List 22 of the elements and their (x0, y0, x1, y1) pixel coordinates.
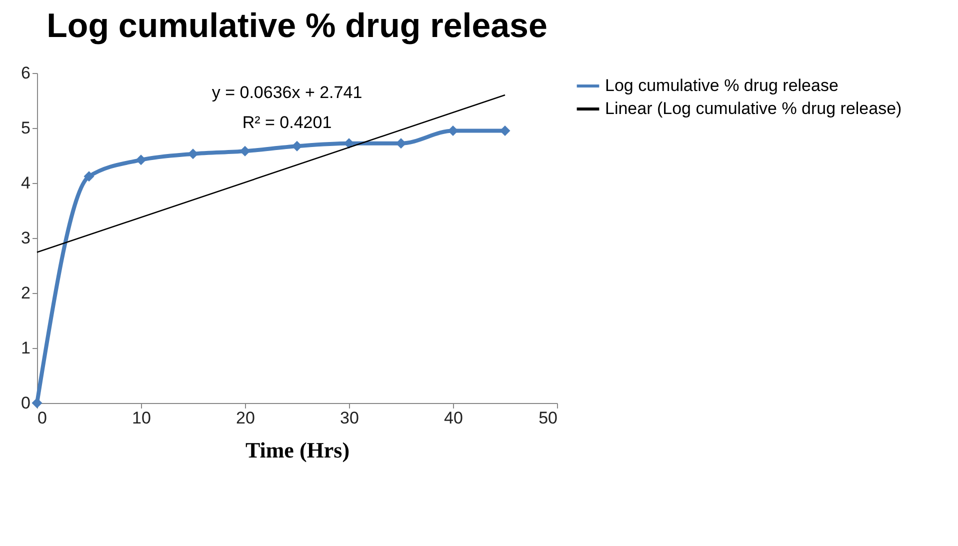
x-tick-label: 40 (444, 408, 463, 428)
y-tick-label: 1 (21, 338, 30, 358)
annotation: y = 0.0636x + 2.741 (212, 83, 362, 102)
chart-title: Log cumulative % drug release (46, 7, 548, 45)
legend-label: Linear (Log cumulative % drug release) (605, 99, 902, 118)
x-tick-label: 30 (340, 408, 359, 428)
y-tick-label: 2 (21, 284, 30, 302)
point (32, 398, 42, 408)
x-tick-label: 50 (538, 408, 558, 428)
y-tick-label: 3 (21, 228, 30, 248)
y-tick-label: 6 (21, 64, 30, 82)
y-tick-label: 4 (21, 174, 30, 192)
y-tick-label: 0 (21, 394, 30, 412)
point (84, 171, 94, 182)
x-tick-label: 0 (38, 408, 47, 428)
x-tick-label: 20 (236, 408, 255, 428)
x-tick-label: 10 (132, 408, 151, 428)
x-axis-title: Time (Hrs) (245, 438, 350, 462)
annotation: R² = 0.4201 (242, 113, 332, 132)
point (136, 154, 146, 166)
legend-label: Log cumulative % drug release (605, 76, 838, 95)
y-tick-label: 5 (21, 118, 30, 138)
